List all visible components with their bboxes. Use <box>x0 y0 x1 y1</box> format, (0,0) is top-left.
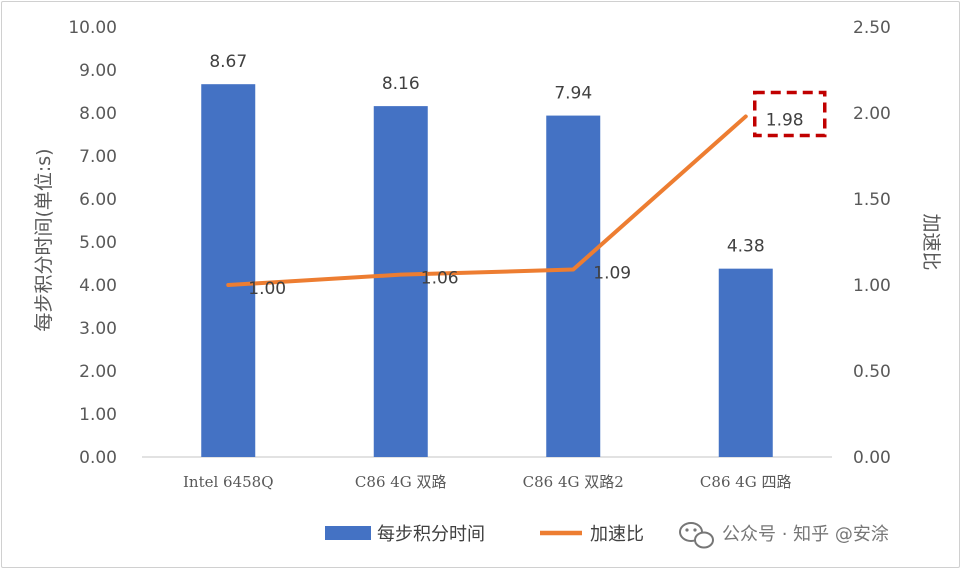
bar-value-label: 4.38 <box>727 237 765 257</box>
y-tick-label-right: 2.50 <box>853 18 891 38</box>
y-tick-label-right: 2.00 <box>853 104 891 124</box>
bar-series <box>201 84 773 458</box>
y-tick-label-left: 0.00 <box>79 448 117 468</box>
right-axis-ticks: 0.00 0.50 1.00 1.50 2.00 2.50 <box>853 18 891 468</box>
speedup-line <box>226 114 748 287</box>
category-label: C86 4G 双路2 <box>523 473 624 491</box>
y-axis-title-left: 每步积分时间(单位:s) <box>33 148 55 331</box>
y-tick-label-left: 4.00 <box>79 276 117 296</box>
y-tick-label-left: 7.00 <box>79 147 117 167</box>
line-value-label: 1.06 <box>421 269 459 289</box>
bar <box>373 106 428 458</box>
line-value-label: 1.09 <box>593 264 631 284</box>
y-tick-label-left: 2.00 <box>79 362 117 382</box>
y-tick-label-left: 3.00 <box>79 319 117 339</box>
category-label: C86 4G 双路 <box>355 473 447 491</box>
bar-value-label: 8.67 <box>209 52 247 72</box>
line-series <box>226 114 748 287</box>
watermark-text: 公众号 · 知乎 @安涂 <box>722 524 889 545</box>
bar <box>546 115 601 457</box>
y-tick-label-left: 10.00 <box>68 18 117 38</box>
bar-data-labels: 8.67 8.16 7.94 4.38 <box>209 52 764 256</box>
category-labels: Intel 6458Q C86 4G 双路 C86 4G 双路2 C86 4G 四路 <box>183 473 792 491</box>
bar-value-label: 8.16 <box>382 74 420 94</box>
y-tick-label-left: 5.00 <box>79 233 117 253</box>
line-value-label: 1.98 <box>766 110 804 130</box>
y-tick-label-left: 1.00 <box>79 405 117 425</box>
y-tick-label-left: 8.00 <box>79 104 117 124</box>
y-axis-title-right: 加速比 <box>920 213 942 270</box>
y-tick-label-right: 0.50 <box>853 362 891 382</box>
bar <box>201 84 256 457</box>
y-tick-label-right: 1.50 <box>853 190 891 210</box>
y-tick-label-right: 0.00 <box>853 448 891 468</box>
y-tick-label-left: 9.00 <box>79 61 117 81</box>
bar-value-label: 7.94 <box>554 84 592 104</box>
highlight-box <box>753 90 827 138</box>
line-value-label: 1.00 <box>248 279 286 299</box>
y-tick-label-left: 6.00 <box>79 190 117 210</box>
bar <box>718 268 773 457</box>
left-axis-ticks: 0.00 1.00 2.00 3.00 4.00 5.00 6.00 7.00 8.00 9.00… <box>68 18 117 468</box>
wechat-icon <box>679 522 714 549</box>
legend-bar-label: 每步积分时间 <box>377 524 485 545</box>
category-label: Intel 6458Q <box>183 473 274 491</box>
legend: 每步积分时间 加速比 <box>325 524 644 545</box>
category-label: C86 4G 四路 <box>700 473 792 491</box>
watermark: 公众号 · 知乎 @安涂 <box>679 522 889 549</box>
line-data-labels: 1.00 1.06 1.09 1.98 <box>248 110 803 299</box>
y-tick-label-right: 1.00 <box>853 276 891 296</box>
legend-line-label: 加速比 <box>590 524 644 545</box>
legend-bar-swatch <box>325 526 371 540</box>
